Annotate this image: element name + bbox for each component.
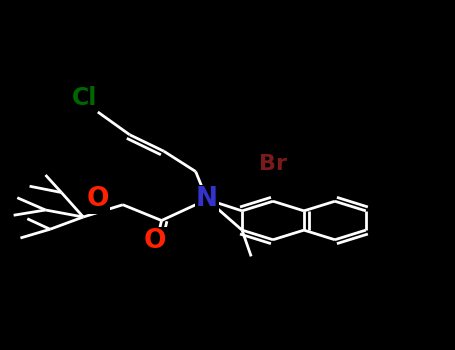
Text: N: N: [196, 187, 218, 212]
Text: O: O: [143, 229, 166, 254]
Text: Cl: Cl: [71, 86, 97, 110]
Text: Br: Br: [259, 154, 287, 175]
Text: O: O: [86, 187, 109, 212]
